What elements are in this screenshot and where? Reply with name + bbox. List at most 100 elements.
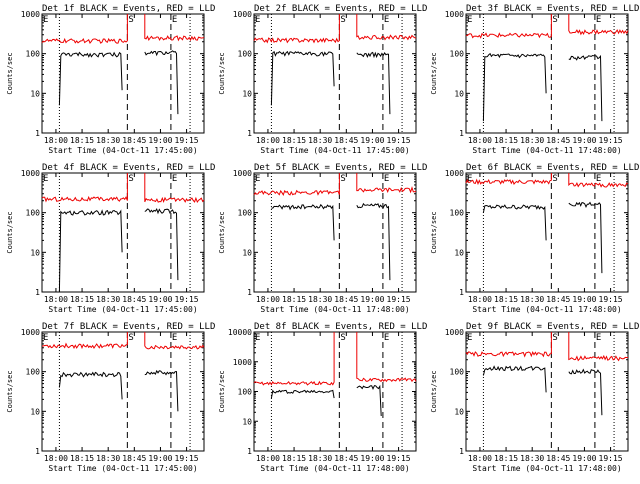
events-series-line [568,54,603,122]
event-marker-label: E [596,174,601,184]
x-tick-label: 18:30 [308,295,332,304]
x-axis-label: Start Time (04-Oct-11 17:48:00) [260,305,409,314]
panel-title: Det 7f BLACK = Events, RED = LLD [42,322,215,332]
x-tick-label: 19:15 [387,295,411,304]
panel-title: Det 6f BLACK = Events, RED = LLD [466,163,639,173]
x-tick-label: 19:00 [148,454,172,463]
x-tick-label: 18:45 [546,295,570,304]
x-axis-label: Start Time (04-Oct-11 17:45:00) [48,146,197,155]
y-tick-label: 100 [450,50,465,59]
lld-series-line [144,14,205,42]
lld-series-line [356,332,417,383]
y-axis-label: Counts/sec [6,211,14,253]
chart-panel-6: Det 6f BLACK = Events, RED = LLD Counts/s… [430,163,639,314]
y-tick-label: 1000 [21,328,40,337]
panel-title: Det 9f BLACK = Events, RED = LLD [466,322,639,332]
event-marker-label: E [255,15,260,25]
x-tick-label: 18:30 [520,295,544,304]
y-tick-label: 1000 [233,10,252,19]
event-marker-label: E [43,174,48,184]
chart-panel-4: Det 4f BLACK = Events, RED = LLD Counts/s… [6,163,215,314]
lld-series-line [41,14,128,44]
panel-title: Det 2f BLACK = Events, RED = LLD [254,4,427,14]
y-tick-label: 1 [247,129,252,138]
y-axis-label: Counts/sec [218,370,226,412]
x-tick-label: 19:00 [360,136,384,145]
panel-title: Det 5f BLACK = Events, RED = LLD [254,163,427,173]
y-tick-label: 100 [238,50,253,59]
x-tick-label: 19:15 [387,454,411,463]
event-marker-label: E [467,333,472,343]
event-marker-label: S [128,15,133,25]
event-marker-label: E [43,333,48,343]
x-axis-label: Start Time (04-Oct-11 17:48:00) [472,464,621,473]
lld-series-line [41,173,128,203]
y-tick-label: 10 [30,248,40,257]
x-tick-label: 19:00 [572,136,596,145]
y-tick-label: 1000 [445,169,464,178]
chart-panel-3: Det 3f BLACK = Events, RED = LLD Counts/s… [430,4,639,155]
panel-title: Det 3f BLACK = Events, RED = LLD [466,4,639,14]
event-marker-label: E [596,333,601,343]
x-tick-label: 18:00 [44,295,68,304]
events-series-line [356,202,391,281]
y-tick-label: 1000 [445,10,464,19]
y-tick-label: 10 [242,89,252,98]
x-tick-label: 19:15 [599,136,623,145]
x-tick-label: 18:15 [70,454,94,463]
x-tick-label: 18:15 [494,136,518,145]
y-tick-label: 100 [26,50,41,59]
plot-frame [253,172,417,293]
x-tick-label: 18:30 [308,136,332,145]
event-marker-label: E [172,333,177,343]
events-series-line [144,369,179,412]
lld-series-line [144,332,205,350]
x-tick-label: 18:45 [334,454,358,463]
y-tick-label: 10 [242,248,252,257]
events-series-line [568,368,603,416]
x-tick-label: 18:15 [70,295,94,304]
lld-series-line [42,332,128,350]
x-tick-label: 18:00 [468,295,492,304]
plot-frame [465,172,629,293]
event-marker-label: S [340,333,345,343]
chart-panel-7: Det 7f BLACK = Events, RED = LLD Counts/s… [6,322,215,473]
events-series-line [356,51,391,115]
x-tick-label: 18:15 [282,136,306,145]
lld-series-line [568,332,629,362]
lld-series-line [356,173,417,194]
y-tick-label: 1000 [445,328,464,337]
y-tick-label: 1000 [21,10,40,19]
events-series-line [568,201,603,274]
event-marker-label: E [172,15,177,25]
panel-title: Det 4f BLACK = Events, RED = LLD [42,163,215,173]
x-tick-label: 18:15 [282,295,306,304]
x-tick-label: 18:45 [122,295,146,304]
y-tick-label: 1 [35,288,40,297]
events-series-line [58,51,123,106]
events-series-line [58,371,123,400]
x-axis-label: Start Time (04-Oct-11 17:45:00) [260,146,409,155]
x-tick-label: 19:00 [148,136,172,145]
lld-series-line [253,332,335,386]
event-marker-label: S [552,15,557,25]
events-series-line [482,204,547,241]
lld-series-line [465,173,552,186]
x-tick-label: 18:45 [122,136,146,145]
event-marker-label: E [255,174,260,184]
chart-panel-9: Det 9f BLACK = Events, RED = LLD Counts/s… [430,322,639,473]
x-axis-label: Start Time (04-Oct-11 17:48:00) [472,146,621,155]
y-axis-label: Counts/sec [6,370,14,412]
event-marker-label: S [128,333,133,343]
event-marker-label: E [384,15,389,25]
event-marker-label: E [384,174,389,184]
events-series-line [271,203,335,241]
y-tick-label: 1 [247,288,252,297]
y-tick-label: 1 [247,447,252,456]
y-tick-label: 100 [238,209,253,218]
y-axis-label: Counts/sec [430,370,438,412]
x-tick-label: 19:15 [599,295,623,304]
x-tick-label: 18:30 [96,136,120,145]
events-series-line [482,365,547,393]
x-tick-label: 19:15 [599,454,623,463]
